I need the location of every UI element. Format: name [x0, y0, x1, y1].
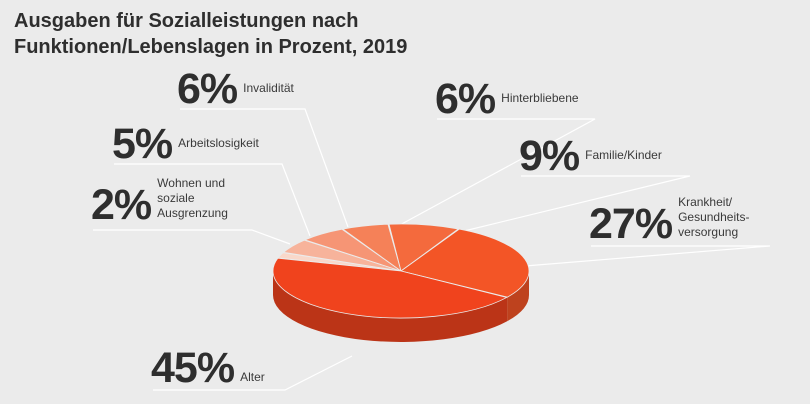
chart-title-line-1: Ausgaben für Sozialleistungen nach — [14, 10, 359, 32]
pie-slices — [272, 223, 530, 319]
cat-invaliditaet: Invalidität — [243, 81, 294, 95]
pct-wohnen: 2% — [91, 181, 152, 229]
pie-sides — [273, 271, 529, 343]
slice-familie — [388, 223, 460, 272]
leader-line-arbeitslosigkeit — [114, 163, 311, 237]
slice-alter — [272, 257, 508, 319]
leader-line-invaliditaet — [180, 108, 349, 228]
leader-line-krankheit — [524, 245, 771, 267]
slice-side-alter — [273, 271, 508, 343]
cat-krankheit-line-3: versorgung — [678, 225, 739, 239]
cat-wohnen-line-1: Wohnen und — [157, 176, 225, 190]
pct-alter: 45% — [151, 344, 235, 392]
cat-krankheit: Krankheit/ Gesundheits- versorgung — [678, 195, 749, 240]
cat-krankheit-line-2: Gesundheits- — [678, 210, 750, 224]
leader-line-alter — [153, 355, 353, 391]
pct-arbeitslosigkeit: 5% — [112, 120, 173, 168]
cat-wohnen-line-3: Ausgrenzung — [157, 206, 228, 220]
leader-line-wohnen — [93, 229, 291, 245]
slice-arbeitslosigkeit — [282, 239, 402, 272]
slice-krankheit — [400, 228, 530, 298]
leader-lines — [93, 108, 771, 391]
label-krankheit: 27% Krankheit/ Gesundheits- versorgung — [589, 195, 749, 248]
pct-invaliditaet: 6% — [177, 65, 238, 113]
label-invaliditaet: 6% Invalidität — [177, 65, 294, 113]
label-arbeitslosigkeit: 5% Arbeitslosigkeit — [112, 120, 259, 168]
label-wohnen: 2% Wohnen und soziale Ausgrenzung — [91, 172, 228, 229]
slice-invaliditaet — [303, 228, 402, 272]
leader-line-familie — [459, 175, 691, 233]
label-familie: 9% Familie/Kinder — [519, 132, 662, 180]
cat-familie: Familie/Kinder — [585, 148, 662, 162]
label-hinterbliebene: 6% Hinterbliebene — [435, 75, 579, 123]
cat-arbeitslosigkeit: Arbeitslosigkeit — [178, 136, 259, 150]
cat-wohnen-line-2: soziale — [157, 191, 195, 205]
cat-alter: Alter — [240, 370, 265, 384]
cat-hinterbliebene: Hinterbliebene — [501, 91, 579, 105]
cat-wohnen: Wohnen und soziale Ausgrenzung — [157, 176, 228, 221]
pct-familie: 9% — [519, 132, 580, 180]
label-alter: 45% Alter — [151, 344, 265, 392]
chart-title-line-2: Funktionen/Lebenslagen in Prozent, 2019 — [14, 36, 408, 58]
cat-krankheit-line-1: Krankheit/ — [678, 195, 733, 209]
slice-hinterbliebene — [341, 223, 402, 272]
pct-krankheit: 27% — [589, 200, 673, 248]
slice-side-krankheit — [507, 271, 529, 322]
leader-line-hinterbliebene — [397, 118, 596, 227]
pct-hinterbliebene: 6% — [435, 75, 496, 123]
chart-title: Ausgaben für Sozialleistungen nach Funkt… — [14, 8, 407, 60]
